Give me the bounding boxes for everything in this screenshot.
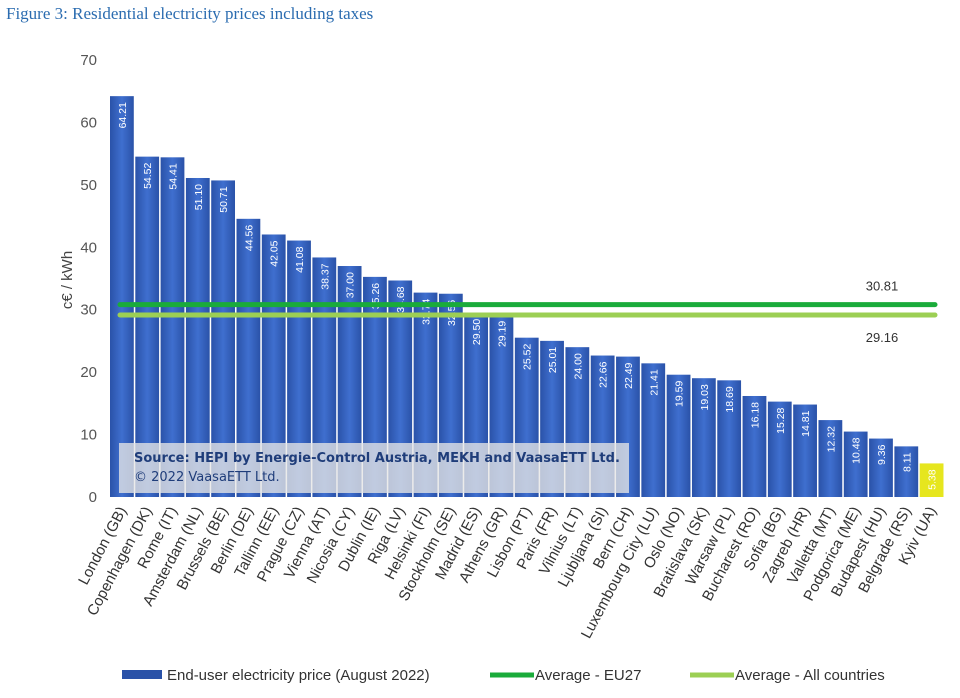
- x-axis-labels: London (GB)Copenhagen (DK)Rome (IT)Amste…: [75, 504, 940, 642]
- bar-value-label: 50.71: [218, 186, 230, 212]
- bar-value-label: 25.01: [547, 347, 559, 373]
- legend-label-all: Average - All countries: [735, 667, 885, 684]
- y-tick-label: 70: [80, 52, 97, 69]
- y-tick-label: 0: [89, 489, 97, 506]
- source-text: Source: HEPI by Energie-Control Austria,…: [134, 451, 620, 466]
- bar-rome-it: [160, 157, 185, 497]
- copyright-text: © 2022 VaasaETT Ltd.: [134, 470, 280, 485]
- avg-all-countries-value-label: 29.16: [866, 330, 899, 345]
- bar-value-label: 22.66: [598, 361, 610, 387]
- avg-eu27-value-label: 30.81: [866, 279, 899, 294]
- bar-value-label: 9.36: [876, 444, 888, 465]
- bar-value-label: 21.41: [648, 369, 660, 395]
- bar-brussels-be: [211, 180, 235, 497]
- bar-london-gb: [110, 96, 134, 497]
- bar-kyiv-ua: [919, 463, 944, 497]
- bar-tallinn-ee: [261, 234, 286, 497]
- bar-belgrade-rs: [894, 446, 919, 497]
- bar-budapest-hu: [869, 438, 893, 497]
- y-tick-label: 50: [80, 177, 97, 194]
- bar-bratislava-sk: [691, 378, 716, 497]
- legend-label-eu27: Average - EU27: [535, 667, 641, 684]
- bar-value-label: 37.00: [345, 272, 357, 298]
- bar-value-label: 12.32: [825, 426, 837, 452]
- bar-value-label: 38.37: [319, 263, 331, 289]
- bar-value-label: 22.49: [623, 362, 635, 388]
- bar-dublin-ie: [363, 276, 387, 497]
- bar-value-label: 19.59: [674, 381, 686, 407]
- y-tick-label: 60: [80, 114, 97, 131]
- y-tick-label: 40: [80, 239, 97, 256]
- bar-berlin-de: [236, 218, 261, 497]
- bar-value-label: 41.08: [294, 246, 306, 272]
- bar-value-label: 25.52: [522, 344, 534, 370]
- y-tick-label: 30: [80, 302, 97, 319]
- bar-copenhagen-dk: [135, 156, 160, 497]
- source-box: Source: HEPI by Energie-Control Austria,…: [119, 443, 629, 493]
- bar-value-label: 54.52: [142, 162, 154, 188]
- bar-luxembourg-city-lu: [641, 363, 666, 497]
- bar-value-label: 34.68: [395, 286, 407, 312]
- bar-value-label: 42.05: [269, 240, 281, 266]
- bar-value-label: 5.38: [927, 469, 939, 490]
- figure-title: Figure 3: Residential electricity prices…: [6, 4, 374, 23]
- bar-value-label: 24.00: [572, 353, 584, 379]
- bar-zagreb-hr: [793, 404, 817, 497]
- bar-value-label: 44.56: [243, 225, 255, 251]
- legend-swatch-price: [122, 670, 162, 679]
- bar-riga-lv: [388, 280, 413, 497]
- reference-lines: 30.81 29.16: [117, 279, 938, 345]
- legend-label-price: End-user electricity price (August 2022): [167, 667, 430, 684]
- bar-value-label: 64.21: [117, 102, 129, 128]
- bar-value-label: 16.18: [749, 402, 761, 428]
- bar-value-label: 29.50: [471, 319, 483, 345]
- bar-value-label: 19.03: [699, 384, 711, 410]
- source-box-bg: [119, 443, 629, 493]
- bar-podgorica-me: [843, 431, 868, 497]
- bar-oslo-no: [666, 374, 691, 497]
- bar-warsaw-pl: [717, 380, 742, 497]
- bar-nicosia-cy: [337, 266, 362, 497]
- bar-valletta-mt: [818, 420, 843, 497]
- bar-value-label: 29.19: [496, 321, 508, 347]
- bar-value-label: 51.10: [193, 184, 205, 210]
- bar-sofia-bg: [767, 401, 792, 497]
- bar-value-label: 15.28: [775, 407, 787, 433]
- y-axis-label: c€ / kWh: [59, 251, 76, 309]
- y-tick-label: 20: [80, 364, 97, 381]
- bar-value-label: 54.41: [167, 163, 179, 189]
- y-axis: 0 10 20 30 40 50 60 70 c€ / kWh: [59, 52, 97, 506]
- bar-value-label: 18.69: [724, 386, 736, 412]
- bar-value-label: 10.48: [851, 437, 863, 463]
- legend: End-user electricity price (August 2022)…: [122, 667, 885, 684]
- bar-value-label: 8.11: [901, 452, 913, 472]
- bar-amsterdam-nl: [185, 177, 210, 498]
- bar-series: 64.21 54.52 54.41 51.10 50.71 44.56 42.05 41.08…: [110, 96, 944, 498]
- y-tick-label: 10: [80, 427, 97, 444]
- bar-bucharest-ro: [742, 395, 767, 497]
- bar-value-label: 14.81: [800, 410, 812, 436]
